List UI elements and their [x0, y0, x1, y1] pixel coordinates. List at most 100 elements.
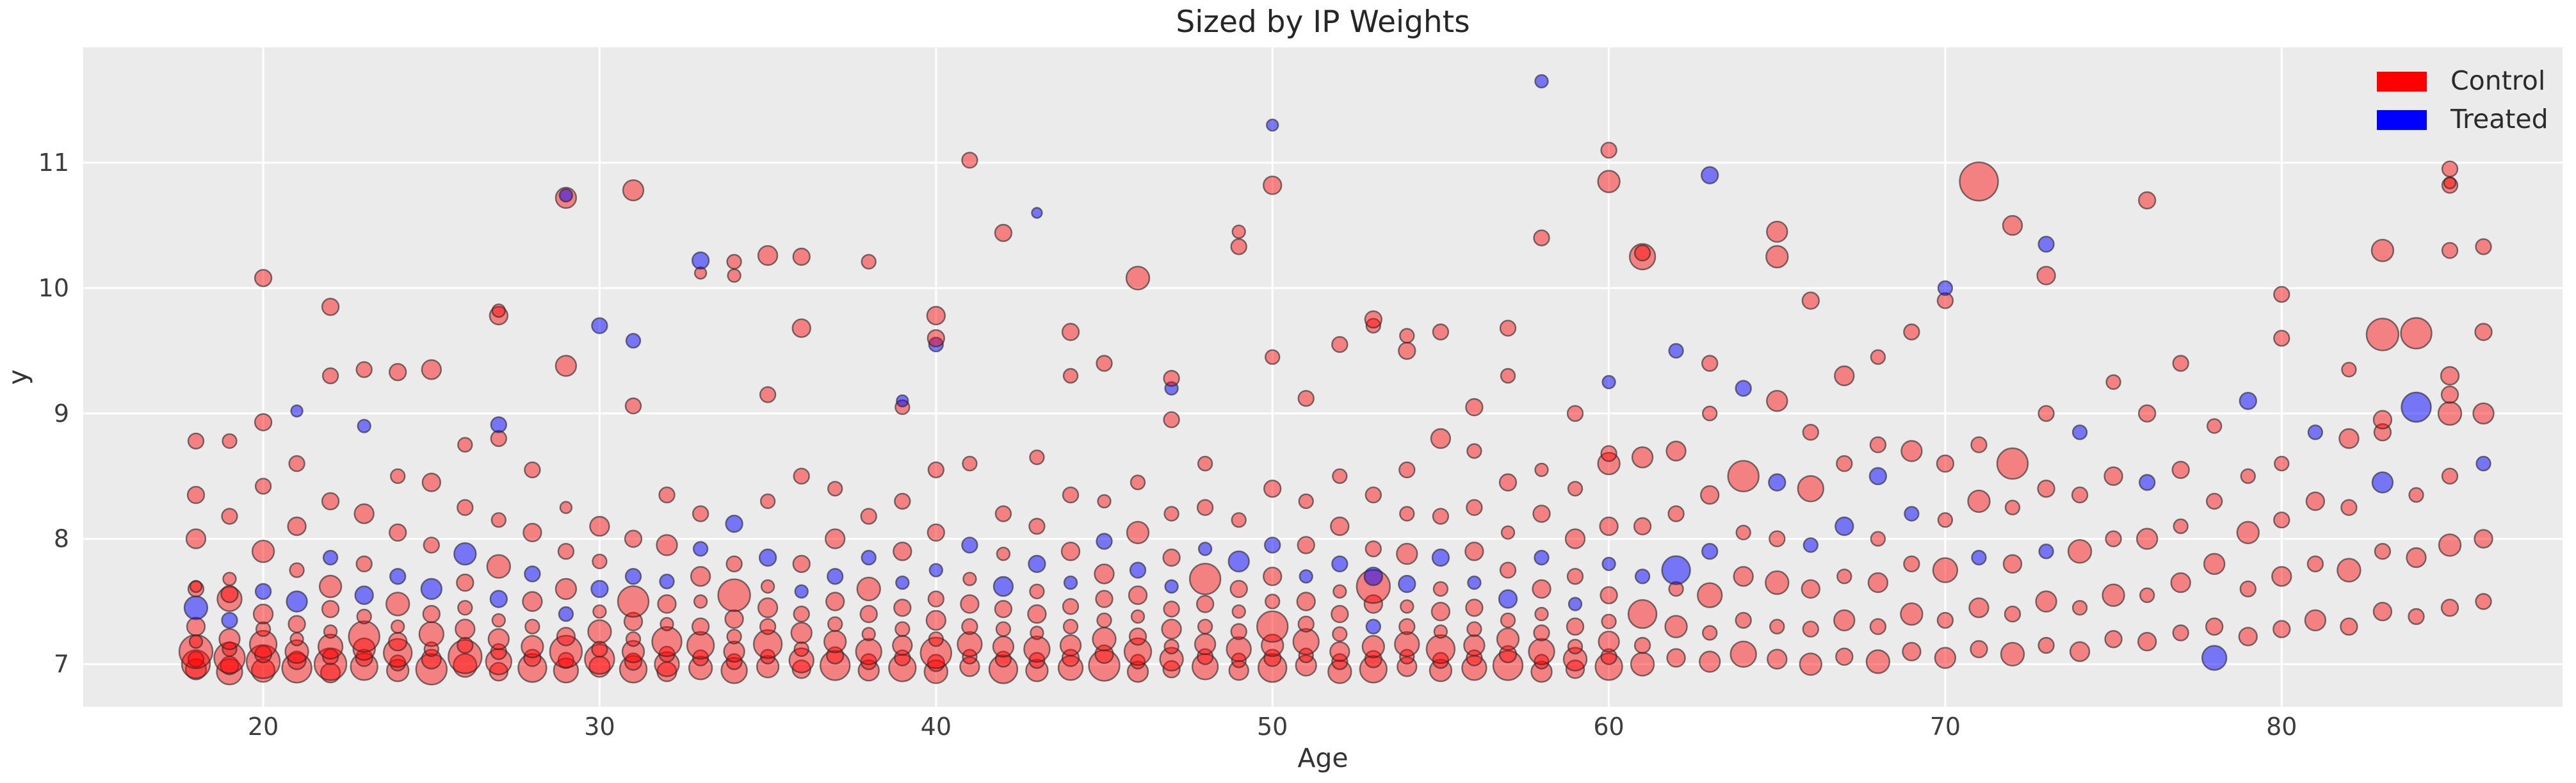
data-point	[1159, 647, 1184, 672]
data-point	[421, 472, 441, 492]
data-point	[792, 554, 811, 573]
data-point	[1600, 445, 1617, 462]
data-point	[1231, 224, 1246, 239]
data-point	[621, 640, 645, 663]
data-point	[2401, 391, 2432, 423]
data-point	[1467, 575, 1482, 590]
data-point	[220, 585, 239, 603]
data-point	[2307, 424, 2324, 440]
data-point	[289, 562, 305, 578]
data-point	[690, 566, 711, 587]
data-point	[1932, 557, 1959, 583]
data-point	[1870, 349, 1886, 365]
data-point	[2170, 572, 2191, 593]
data-point	[1465, 599, 1484, 617]
data-point	[216, 658, 243, 686]
data-point	[1162, 548, 1181, 567]
data-point	[726, 254, 742, 270]
data-point	[557, 543, 575, 560]
data-point	[1900, 602, 1924, 626]
data-point	[320, 662, 341, 684]
data-point	[2004, 499, 2021, 515]
data-points	[178, 74, 2495, 686]
data-point	[491, 613, 506, 628]
data-point	[926, 305, 946, 326]
data-point	[2472, 402, 2495, 424]
data-point	[457, 499, 474, 516]
data-point	[1126, 521, 1150, 544]
data-point	[2440, 385, 2459, 404]
data-point	[1297, 615, 1315, 633]
data-point	[927, 461, 945, 479]
data-point	[2271, 566, 2292, 587]
data-point	[2408, 608, 2425, 626]
data-point	[1062, 486, 1080, 504]
data-point	[1031, 207, 1043, 219]
data-point	[524, 565, 541, 583]
data-point	[2139, 587, 2155, 603]
data-point	[2475, 455, 2491, 472]
x-tick-label: 30	[584, 713, 615, 741]
data-point	[2372, 410, 2393, 430]
data-point	[1466, 443, 1482, 459]
data-point	[1297, 390, 1315, 407]
data-point	[1226, 636, 1252, 663]
data-point	[1363, 567, 1384, 586]
data-point	[2002, 214, 2023, 236]
data-point	[1095, 590, 1114, 608]
data-point	[2067, 539, 2093, 564]
data-point	[1934, 647, 1957, 669]
data-point	[186, 485, 206, 505]
data-point	[1425, 634, 1456, 665]
data-point	[1263, 537, 1281, 554]
data-point	[1600, 141, 1617, 159]
data-point	[1094, 563, 1115, 585]
data-point	[183, 595, 209, 620]
data-point	[1727, 460, 1760, 492]
data-point	[284, 639, 309, 664]
data-point	[487, 628, 510, 650]
data-point	[1498, 473, 1518, 492]
data-point	[1363, 594, 1384, 614]
data-point	[1769, 618, 1785, 634]
data-point	[2441, 160, 2459, 178]
data-point	[2273, 286, 2290, 303]
data-point	[2371, 471, 2394, 494]
data-point	[624, 529, 643, 548]
data-point	[1836, 455, 1853, 472]
data-point	[2104, 630, 2123, 649]
data-point	[855, 638, 882, 665]
data-point	[321, 367, 339, 385]
data-point	[1601, 613, 1617, 629]
data-point	[317, 633, 344, 660]
data-point	[287, 650, 307, 670]
data-point	[489, 590, 508, 608]
data-point	[1802, 620, 1820, 638]
data-point	[252, 603, 274, 625]
data-point	[2002, 554, 2023, 574]
data-point	[2004, 605, 2021, 623]
data-point	[1330, 516, 1350, 537]
data-point	[2365, 318, 2400, 351]
data-point	[2236, 521, 2260, 544]
data-point	[928, 563, 944, 577]
data-point	[1433, 624, 1448, 639]
data-point	[1735, 524, 1751, 540]
data-point	[693, 594, 708, 609]
data-point	[1432, 508, 1450, 525]
data-point	[2340, 499, 2358, 516]
data-point	[1701, 625, 1718, 641]
data-point	[1833, 609, 1856, 632]
data-point	[1130, 474, 1146, 490]
data-point	[1430, 428, 1452, 449]
x-tick-label: 40	[921, 713, 952, 741]
data-point	[524, 461, 541, 479]
data-point	[1432, 581, 1449, 597]
data-point	[2474, 529, 2493, 549]
data-point	[1970, 436, 1988, 453]
data-point	[1634, 569, 1651, 585]
data-point	[1096, 355, 1113, 372]
data-point	[2305, 491, 2326, 512]
data-point	[1733, 566, 1754, 587]
